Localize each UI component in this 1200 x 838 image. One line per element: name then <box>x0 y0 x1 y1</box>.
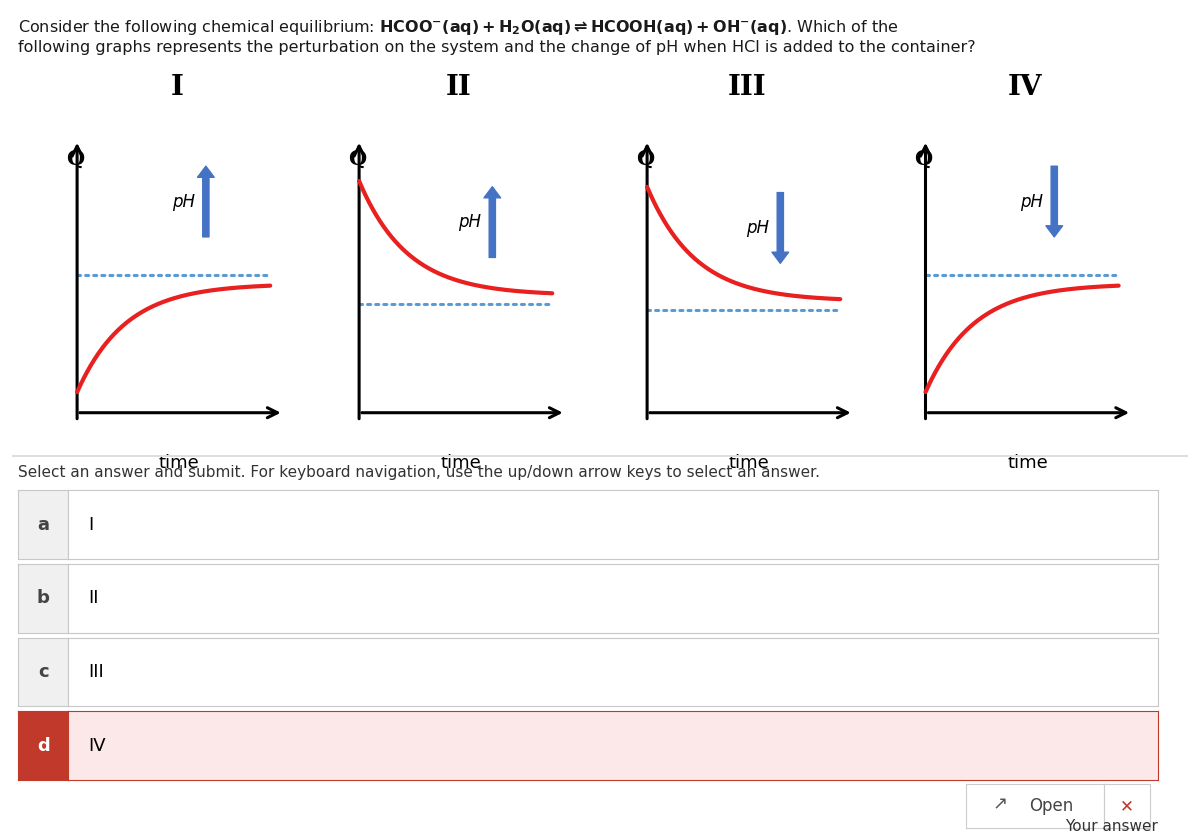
Text: Q: Q <box>348 149 366 168</box>
Text: Open: Open <box>1030 797 1074 815</box>
Text: IV: IV <box>88 737 106 755</box>
Text: pH: pH <box>458 213 481 231</box>
Text: pH: pH <box>172 193 194 210</box>
Text: Your answer: Your answer <box>1066 819 1158 834</box>
Text: Q: Q <box>66 149 84 168</box>
Text: time: time <box>158 454 199 472</box>
Text: II: II <box>88 589 98 608</box>
Text: time: time <box>1007 454 1048 472</box>
Text: pH: pH <box>746 219 769 237</box>
Text: ↗: ↗ <box>992 795 1008 813</box>
Text: b: b <box>37 589 49 608</box>
Text: I: I <box>170 74 184 101</box>
Text: d: d <box>37 737 49 755</box>
Text: c: c <box>38 663 48 681</box>
Text: Q: Q <box>914 149 932 168</box>
Text: II: II <box>446 74 472 101</box>
Text: III: III <box>88 663 103 681</box>
Text: a: a <box>37 515 49 534</box>
Text: IV: IV <box>1008 74 1043 101</box>
Text: Select an answer and submit. For keyboard navigation, use the up/down arrow keys: Select an answer and submit. For keyboar… <box>18 465 820 480</box>
Text: Q: Q <box>636 149 654 168</box>
Text: time: time <box>728 454 769 472</box>
Text: time: time <box>440 454 481 472</box>
Text: pH: pH <box>1020 193 1043 210</box>
Text: I: I <box>88 515 94 534</box>
Text: III: III <box>727 74 767 101</box>
Text: ✕: ✕ <box>1120 797 1134 815</box>
Text: following graphs represents the perturbation on the system and the change of pH : following graphs represents the perturba… <box>18 40 976 55</box>
Text: Consider the following chemical equilibrium: $\mathbf{HCOO^{-}(aq) + H_2O(aq) \r: Consider the following chemical equilibr… <box>18 18 899 38</box>
